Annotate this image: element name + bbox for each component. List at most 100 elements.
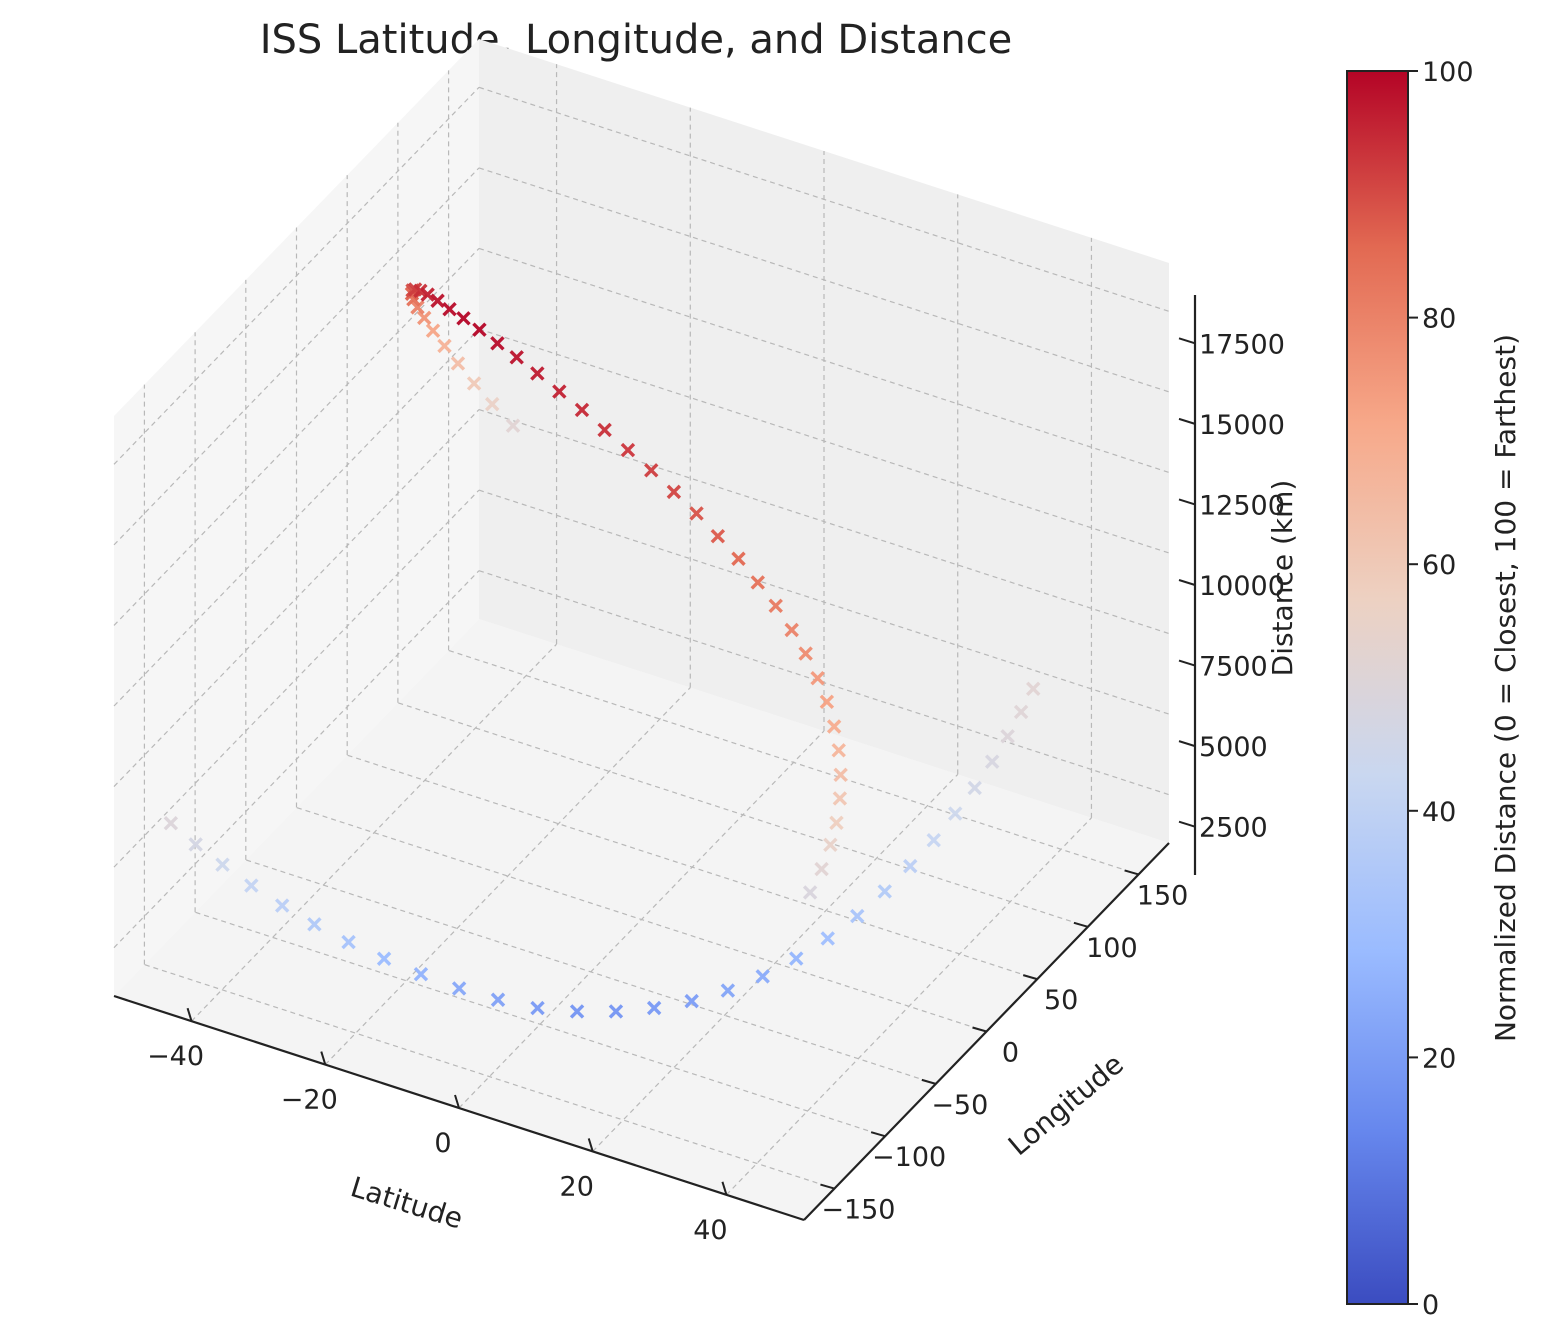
y-tick-mark xyxy=(820,1183,835,1190)
scatter-point xyxy=(644,463,659,478)
scatter-point xyxy=(410,300,425,315)
y-tick-mark xyxy=(921,1078,937,1085)
scatter-point xyxy=(984,754,1000,769)
x-tick-mark xyxy=(320,1051,327,1065)
scatter-point xyxy=(684,993,699,1009)
grid-line-lat-floor xyxy=(592,773,959,1152)
scatter-point xyxy=(215,857,230,872)
scatter-point xyxy=(341,934,356,950)
y-tick-mark xyxy=(870,1131,886,1138)
scatter-point xyxy=(574,402,590,418)
y-tick-mark xyxy=(1073,921,1089,928)
scatter-point xyxy=(620,442,636,458)
scatter-point xyxy=(798,646,813,661)
scatter-point xyxy=(307,917,322,932)
grid-line-z-left xyxy=(113,248,480,626)
scatter-point xyxy=(466,376,482,391)
y-tick-mark xyxy=(972,1026,987,1033)
chart-title: ISS Latitude, Longitude, and Distance xyxy=(260,17,1013,63)
colorbar-label: Normalized Distance (0 = Closest, 100 = … xyxy=(1489,334,1522,1042)
scatter-point xyxy=(789,951,804,966)
scatter-point xyxy=(530,366,545,381)
y-tick-label: −100 xyxy=(872,1142,946,1173)
scatter-point xyxy=(413,966,429,982)
x-tick-label: 20 xyxy=(560,1171,594,1202)
grid-line-z-right xyxy=(478,86,1170,312)
grid-line-lon-floor xyxy=(194,911,886,1137)
grid-line-z-left xyxy=(113,409,480,787)
colorbar-tick-label: 100 xyxy=(1422,57,1474,88)
grid-line-z-left xyxy=(113,328,480,707)
scatter-point xyxy=(948,806,963,821)
colorbar-tick-label: 60 xyxy=(1422,550,1456,581)
scatter-point xyxy=(967,780,982,796)
x-tick-mark xyxy=(454,1094,460,1109)
scatter-point xyxy=(829,815,844,831)
y-tick-mark xyxy=(1124,869,1139,876)
scatter-point xyxy=(569,1004,585,1019)
colorbar: 0 20 40 60 80 100 Normalized Distance (0 = Cl… xyxy=(1346,57,1522,1321)
grid-line-lon-floor xyxy=(296,806,987,1033)
grid-line-lon-floor xyxy=(397,702,1089,928)
scatter-point xyxy=(188,837,203,852)
y-tick-label: −50 xyxy=(931,1090,988,1121)
z-tick-label: 15000 xyxy=(1199,410,1285,441)
scatter-point xyxy=(826,719,842,734)
scatter-point xyxy=(755,969,770,984)
scatter-point xyxy=(163,816,179,831)
scatter-point xyxy=(810,670,825,686)
z-tick-label: 7500 xyxy=(1199,652,1268,683)
grid-line-lon-floor xyxy=(347,754,1038,980)
scatter-point xyxy=(417,310,432,326)
x-axis-label: Latitude xyxy=(347,1170,467,1235)
axis-ticks: −40 −20 0 20 40 −150 −100 −50 0 50 100 150 2500 5000 7… xyxy=(147,329,1285,1245)
y-tick-mark xyxy=(1022,974,1038,981)
scatter-point xyxy=(877,884,892,899)
grid-line-z-left xyxy=(113,167,480,546)
scatter-point xyxy=(831,743,846,758)
scatter-point xyxy=(903,858,918,874)
scatter-point xyxy=(430,293,445,308)
scatter-point xyxy=(802,885,818,900)
grid-lines xyxy=(113,64,1170,1196)
scatter-point xyxy=(505,418,521,433)
colorbar-bar xyxy=(1346,70,1409,1305)
grid-line-lon-floor xyxy=(448,649,1139,875)
grid-line-lat-floor xyxy=(324,687,691,1066)
scatter-point xyxy=(442,301,457,317)
grid-line-z-left xyxy=(113,570,480,949)
scatter-point xyxy=(1000,729,1015,744)
x-tick-mark xyxy=(721,1181,728,1196)
scatter-point xyxy=(456,311,471,326)
scatter-point xyxy=(451,981,467,996)
scatter-point xyxy=(552,384,567,399)
scatter-point xyxy=(850,908,865,924)
scatter-point xyxy=(597,422,612,438)
z-tick-mark xyxy=(1178,659,1196,667)
scatter-point xyxy=(750,575,765,590)
z-tick-mark xyxy=(1178,820,1196,828)
z-tick-label: 12500 xyxy=(1199,490,1285,521)
scatter-point xyxy=(490,992,506,1007)
scatter-point xyxy=(530,1000,545,1016)
z-tick-mark xyxy=(1178,417,1196,425)
y-tick-label: 50 xyxy=(1044,985,1078,1016)
grid-line-z-right xyxy=(478,167,1170,393)
scatter-point xyxy=(509,350,524,365)
scatter-point xyxy=(833,767,848,783)
x-tick-mark xyxy=(587,1138,594,1152)
scatter-point xyxy=(820,931,835,946)
scatter-point xyxy=(784,622,799,638)
grid-line-lon-floor xyxy=(144,964,835,1190)
scatter-point xyxy=(768,598,783,613)
y-tick-label: 150 xyxy=(1137,880,1189,911)
scatter-point xyxy=(666,484,682,500)
scatter-point xyxy=(413,283,428,299)
colorbar-tick-label: 80 xyxy=(1422,304,1456,335)
scatter-point xyxy=(450,356,466,371)
colorbar-tick-label: 20 xyxy=(1422,1043,1456,1074)
x-tick-label: −20 xyxy=(281,1085,338,1116)
scatter-point xyxy=(710,529,726,544)
scatter-point xyxy=(1013,704,1029,720)
